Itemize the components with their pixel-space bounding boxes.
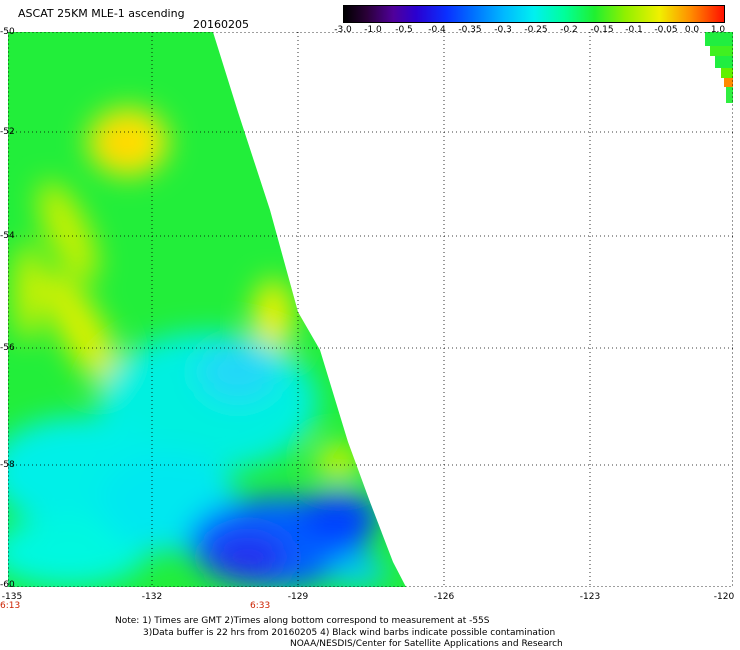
lat-label: -56: [0, 343, 15, 353]
footnote-line-3: NOAA/NESDIS/Center for Satellite Applica…: [290, 639, 563, 649]
colorbar-label: -0.35: [458, 25, 482, 35]
colorbar-label: -0.05: [654, 25, 678, 35]
colorbar-label: -0.2: [560, 25, 578, 35]
lon-label: -132: [141, 592, 163, 602]
lon-label: -135: [1, 592, 23, 602]
colorbar-label: -3.0: [334, 25, 352, 35]
colorbar-labels: -3.0 -1.0 -0.5 -0.4 -0.35 -0.3 -0.25 -0.…: [330, 25, 730, 37]
time-label: 6:13: [0, 601, 21, 611]
time-label: 6:33: [250, 601, 271, 611]
lat-label: -52: [0, 127, 15, 137]
swath-corner-data: [705, 32, 733, 103]
colorbar: [343, 5, 725, 23]
footnote-line-1: Note: 1) Times are GMT 2)Times along bot…: [115, 616, 490, 626]
colorbar-label: -0.3: [494, 25, 512, 35]
colorbar-label: 1.0: [710, 25, 726, 35]
swath-data: [8, 32, 406, 587]
lat-label: -58: [0, 460, 15, 470]
lon-label: -120: [713, 592, 735, 602]
map-title: ASCAT 25KM MLE-1 ascending: [18, 7, 185, 20]
lon-label: -123: [579, 592, 601, 602]
lon-label: -126: [433, 592, 455, 602]
graticule: [8, 32, 733, 587]
map-date: 20160205: [193, 18, 249, 31]
lat-label: -54: [0, 231, 15, 241]
colorbar-label: -0.1: [625, 25, 643, 35]
colorbar-label: -0.5: [395, 25, 413, 35]
colorbar-label: -0.25: [524, 25, 548, 35]
map-plot: [8, 32, 733, 587]
lat-label: -50: [0, 27, 15, 37]
colorbar-label: -0.4: [428, 25, 446, 35]
colorbar-label: -1.0: [364, 25, 382, 35]
colorbar-label: -0.15: [590, 25, 614, 35]
footnote-line-2: 3)Data buffer is 22 hrs from 20160205 4)…: [143, 628, 556, 638]
lon-label: -129: [287, 592, 309, 602]
colorbar-label: 0.0: [684, 25, 700, 35]
lat-label: -60: [0, 580, 15, 590]
